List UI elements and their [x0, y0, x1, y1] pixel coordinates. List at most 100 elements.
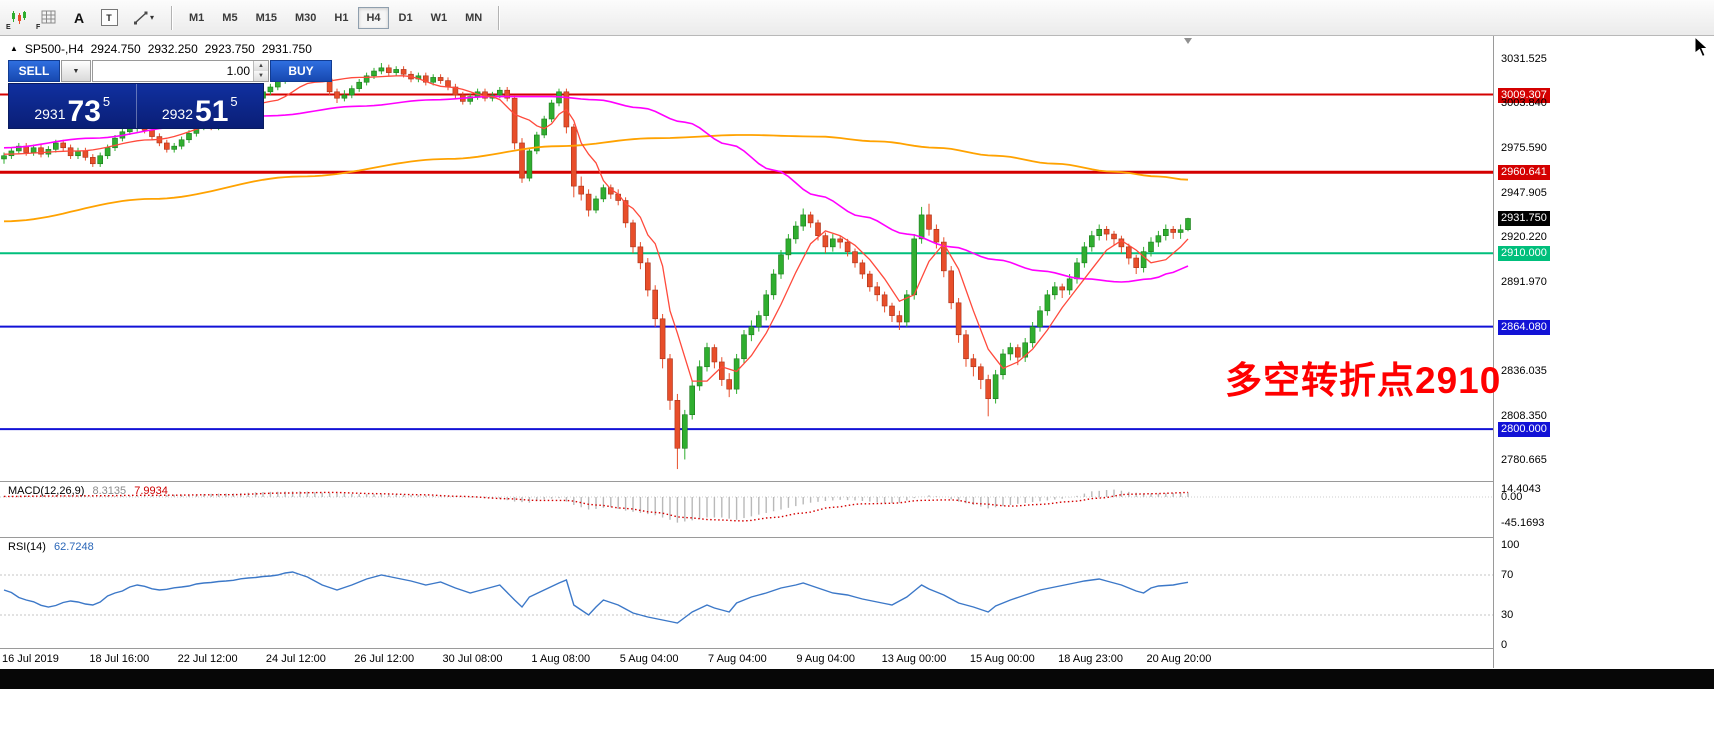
candle-up [178, 139, 185, 147]
candle-up [800, 214, 807, 227]
rsi-name: RSI(14) [8, 541, 46, 553]
candle-down [630, 222, 636, 248]
candle-down [674, 400, 681, 449]
macd-panel-canvas[interactable] [0, 482, 1493, 537]
candle-down [711, 347, 718, 363]
time-axis-label: 5 Aug 04:00 [619, 653, 679, 665]
price-scale-label: -45.1693 [1501, 516, 1545, 529]
candle-up [393, 69, 400, 73]
timeframe-button-m1[interactable]: M1 [189, 11, 205, 24]
chart-shift-marker[interactable] [1184, 38, 1192, 44]
candle-up [1000, 353, 1006, 376]
timeframe-button-m15[interactable]: M15 [255, 11, 277, 24]
price-scale-label: 3031.525 [1501, 53, 1547, 65]
sell-price[interactable]: 2931 73 5 [9, 84, 136, 128]
candle-down [955, 302, 962, 336]
price-scale-label: 30 [1501, 609, 1514, 621]
candle-up [378, 67, 385, 72]
candle-up [785, 238, 792, 256]
candle-up [104, 147, 111, 157]
icon-badge-e: E [6, 23, 11, 31]
spinner-down-icon[interactable]: ▼ [254, 71, 268, 81]
candle-down [585, 193, 592, 211]
candle-up [97, 155, 103, 165]
price-scale-label: 70 [1501, 569, 1514, 581]
candle-down [334, 91, 340, 99]
panel-separator[interactable] [0, 537, 1714, 538]
candle-up [1155, 235, 1162, 243]
candle-down [652, 289, 659, 320]
candle-down [570, 126, 577, 187]
volume-input[interactable] [93, 61, 253, 81]
candle-up [1140, 251, 1147, 268]
timeframe-button-m30[interactable]: M30 [294, 11, 317, 24]
candle-up [755, 315, 762, 328]
candle-down [67, 147, 74, 157]
text-label-icon[interactable]: T [95, 5, 123, 31]
price-scale[interactable]: 3031.525 3009.307 3003.840 2975.590 2960.641… [1493, 36, 1714, 668]
price-scale-label: 2891.970 [1501, 276, 1547, 289]
timeframe-button-h4[interactable]: H4 [358, 6, 389, 29]
chart-profile-icon[interactable]: F [35, 5, 63, 31]
buy-price[interactable]: 2932 51 5 [135, 84, 264, 128]
candle-up [1052, 286, 1058, 296]
candle-up [689, 385, 696, 416]
candle-up [1089, 235, 1095, 248]
candle-down [926, 214, 932, 230]
line-studies-icon[interactable]: ▾ [125, 5, 163, 31]
panel-separator[interactable] [0, 481, 1714, 482]
candle-up [1074, 262, 1080, 280]
sell-button[interactable]: SELL [8, 60, 60, 82]
spinner-up-icon[interactable]: ▲ [254, 61, 268, 71]
candle-down [82, 150, 89, 158]
buy-button[interactable]: BUY [270, 60, 332, 82]
candle-down [164, 142, 170, 150]
price-scale-label: 2808.350 [1501, 409, 1547, 422]
candle-down [815, 222, 821, 236]
candle-up [992, 374, 999, 400]
candle-up [903, 294, 910, 323]
chart-annotation[interactable]: 多空转折点2910 [1225, 360, 1502, 401]
time-axis[interactable]: 16 Jul 2019 18 Jul 16:00 22 Jul 12:00 24 Ju… [0, 649, 1493, 668]
candle-up [186, 133, 192, 141]
timeframe-button-d1[interactable]: D1 [398, 11, 413, 24]
candle-up [30, 147, 37, 153]
timeframe-button-mn[interactable]: MN [465, 11, 483, 24]
sell-price-fraction: 5 [102, 94, 111, 109]
timeframe-button-m5[interactable]: M5 [222, 11, 238, 24]
time-axis-label: 15 Aug 00:00 [969, 653, 1035, 665]
candle-up [1066, 278, 1073, 291]
bid-ask-display[interactable]: 2931 73 5 2932 51 5 [8, 83, 264, 129]
candle-up [1022, 342, 1029, 358]
candle-down [1014, 347, 1021, 358]
text-annotation-icon[interactable]: A [65, 5, 93, 31]
timeframe-button-h1[interactable]: H1 [334, 11, 349, 24]
candle-down [881, 294, 888, 307]
price-scale-label: 3009.307 [1498, 87, 1550, 103]
candle-up [741, 334, 747, 360]
candle-down [437, 77, 444, 81]
candle-up [496, 89, 503, 96]
mac d-name: MACD(12,26,9) [8, 485, 85, 497]
candle-down [822, 235, 829, 248]
price-scale-label: 2931.750 [1498, 211, 1550, 227]
time-axis-label: 13 Aug 00:00 [881, 653, 947, 665]
timeframe-button-w1[interactable]: W1 [430, 11, 448, 24]
chart-expert-icon[interactable]: E [5, 5, 33, 31]
candle-up [600, 187, 607, 200]
candle-down [659, 318, 666, 360]
candle-down [963, 334, 969, 360]
panel-separator [0, 648, 1714, 649]
volume-dropdown[interactable]: ▼ [61, 60, 91, 82]
candle-down [445, 80, 451, 88]
candle-up [526, 150, 533, 179]
rsi-panel-canvas[interactable] [0, 538, 1493, 648]
candle-up [792, 225, 799, 240]
rsi-label: RSI(14) 62.7248 [8, 541, 94, 553]
candle-down [519, 142, 525, 179]
trendline-icon [133, 11, 148, 24]
candle-down [385, 67, 392, 73]
candle-down [726, 379, 733, 390]
one-click-collapse-icon[interactable]: ▲ [10, 44, 18, 53]
mini-candles-icon [12, 10, 26, 24]
